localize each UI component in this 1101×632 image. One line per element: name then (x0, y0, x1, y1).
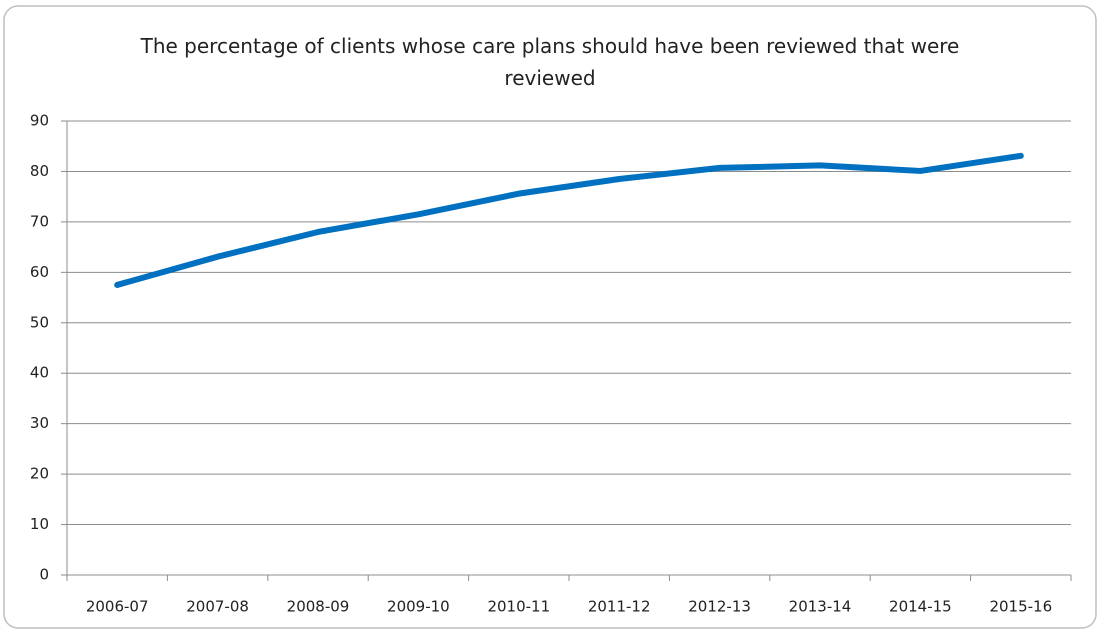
y-tick-label: 60 (30, 263, 49, 281)
x-tick-label: 2012-13 (688, 598, 751, 616)
y-tick-label: 10 (30, 515, 49, 533)
y-tick-label: 40 (30, 364, 49, 382)
x-tick-label: 2008-09 (287, 598, 350, 616)
y-tick-label: 30 (30, 414, 49, 432)
x-tick-label: 2010-11 (487, 598, 550, 616)
y-tick-label: 90 (30, 112, 49, 130)
chart-title: The percentage of clients whose care pla… (140, 34, 960, 90)
x-tick-label: 2007-08 (186, 598, 249, 616)
x-tick-label: 2006-07 (86, 598, 149, 616)
y-tick-label: 80 (30, 162, 49, 180)
y-tick-label: 70 (30, 212, 49, 230)
x-tick-label: 2009-10 (387, 598, 450, 616)
x-tick-label: 2013-14 (789, 598, 852, 616)
y-tick-label: 50 (30, 313, 49, 331)
chart-frame (3, 5, 1097, 629)
x-tick-label: 2015-16 (989, 598, 1052, 616)
x-tick-label: 2014-15 (889, 598, 952, 616)
line-series (114, 152, 1024, 288)
x-tick-label: 2011-12 (588, 598, 651, 616)
y-tick-label: 0 (39, 566, 49, 584)
y-tick-label: 20 (30, 465, 49, 483)
